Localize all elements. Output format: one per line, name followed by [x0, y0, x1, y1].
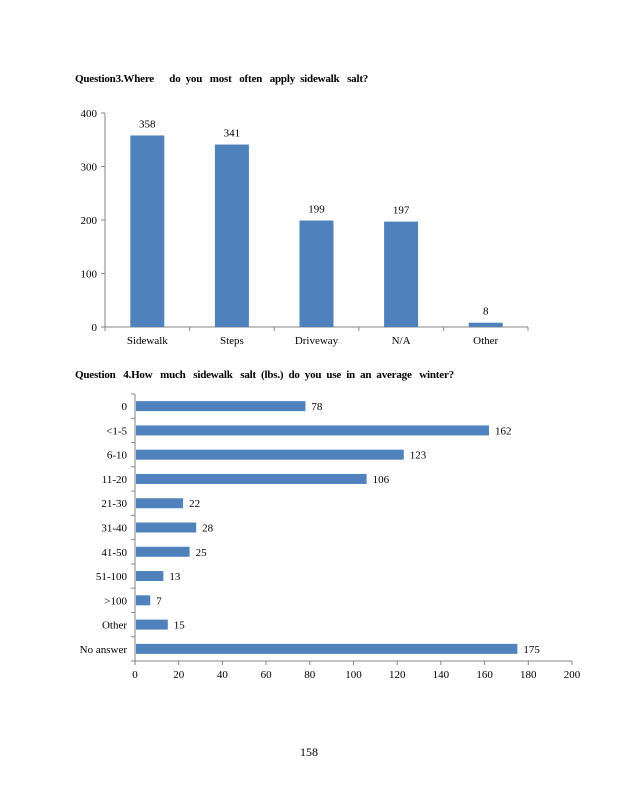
x-tick-label: N/A — [392, 335, 411, 347]
bar — [136, 546, 190, 557]
y-tick-label: 31-40 — [101, 523, 127, 535]
y-tick-label: 0 — [92, 322, 98, 334]
bar-steps — [214, 144, 249, 327]
data-label: 106 — [373, 474, 390, 486]
bar — [136, 498, 184, 509]
data-label: 199 — [308, 204, 325, 216]
y-tick-label: 21-30 — [101, 498, 127, 510]
bar — [136, 425, 489, 436]
bar — [136, 595, 151, 606]
x-tick-label: Driveway — [295, 335, 339, 347]
data-label: 7 — [156, 595, 162, 607]
data-label: 78 — [311, 401, 323, 413]
page-number: 158 — [300, 745, 318, 759]
y-tick-label: 200 — [81, 215, 98, 227]
x-tick-label: Steps — [220, 335, 244, 347]
x-tick-label: 100 — [345, 669, 362, 681]
data-label: 358 — [139, 118, 156, 130]
y-tick-label: 0 — [122, 401, 128, 413]
y-tick-label: <1-5 — [106, 425, 127, 437]
chart-where-salt-applied: 0 100 200 300 400 358 Sidewalk 341 Steps 199 Drive… — [81, 108, 529, 347]
bar-na — [384, 221, 419, 327]
y-tick-label: No answer — [80, 644, 128, 656]
y-tick-label: 300 — [81, 162, 98, 174]
bar-other — [468, 322, 503, 327]
y-tick-label: Other — [102, 620, 127, 632]
data-label: 13 — [169, 571, 181, 583]
x-tick-label: 120 — [389, 669, 406, 681]
data-label: 15 — [174, 620, 186, 632]
chart2-title: Question 4.How much sidewalk salt (lbs.)… — [75, 369, 454, 381]
data-label: 22 — [189, 498, 200, 510]
bar-driveway — [299, 220, 334, 327]
y-tick-label: 6-10 — [107, 450, 128, 462]
x-tick-label: 40 — [217, 669, 229, 681]
x-tick-label: Sidewalk — [127, 335, 168, 347]
bar — [136, 571, 164, 582]
x-tick-label: 60 — [261, 669, 273, 681]
bar — [136, 473, 367, 484]
data-label: 162 — [495, 425, 512, 437]
chart1-title: Question3.Where do you most often apply … — [75, 73, 369, 85]
y-tick-label: 11-20 — [102, 474, 128, 486]
bar — [136, 401, 306, 412]
data-label: 175 — [523, 644, 540, 656]
y-tick-label: >100 — [104, 595, 127, 607]
y-tick-label: 51-100 — [96, 571, 128, 583]
bar-sidewalk — [130, 135, 165, 327]
x-tick-label: 80 — [304, 669, 316, 681]
x-tick-label: 180 — [520, 669, 537, 681]
x-tick-label: 20 — [173, 669, 185, 681]
data-label: 8 — [483, 306, 489, 318]
x-tick-label: 140 — [433, 669, 450, 681]
bar — [136, 449, 404, 460]
data-label: 197 — [393, 205, 410, 217]
y-tick-label: 41-50 — [101, 547, 127, 559]
y-tick-label: 100 — [81, 269, 98, 281]
bar — [136, 522, 197, 533]
bar — [136, 643, 518, 654]
x-tick-label: 200 — [564, 669, 581, 681]
bar — [136, 619, 168, 630]
data-label: 25 — [196, 547, 208, 559]
data-label: 123 — [410, 450, 427, 462]
chart-salt-amount: 0 20 40 60 80 100 120 140 160 180 200 78 0 162 <1-5 123… — [80, 393, 581, 681]
y-tick-label: 400 — [81, 108, 98, 120]
x-tick-label: Other — [473, 335, 498, 347]
data-label: 341 — [224, 128, 241, 140]
x-tick-label: 160 — [476, 669, 493, 681]
x-tick-label: 0 — [132, 669, 138, 681]
data-label: 28 — [202, 523, 214, 535]
